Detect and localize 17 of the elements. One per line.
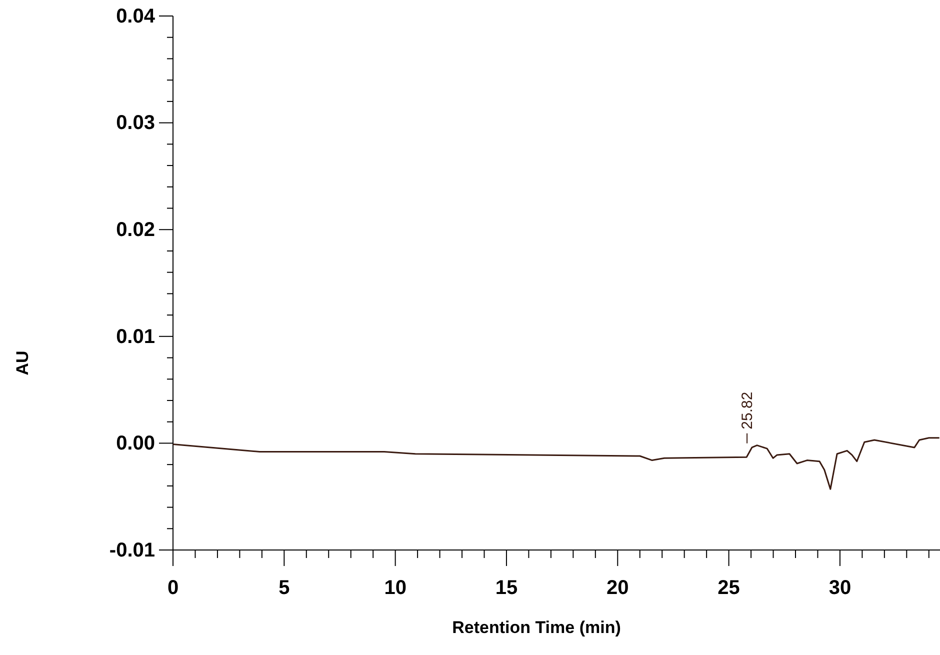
x-tick-label: 20: [606, 577, 629, 600]
y-tick-label: 0.03: [116, 112, 155, 134]
x-tick-label: 25: [718, 577, 740, 600]
x-tick-label: 10: [384, 577, 406, 600]
x-tick-label: 5: [278, 577, 290, 600]
y-tick-label: 0.02: [116, 219, 155, 241]
x-tick-label: 15: [495, 577, 518, 600]
annotation: 25.82: [739, 392, 756, 430]
y-axis-title: AU: [13, 350, 32, 376]
y-tick-label: 0.04: [116, 5, 156, 28]
x-tick-label: 0: [167, 577, 179, 600]
line-series: [172, 437, 940, 490]
y-tick-label: 0.01: [116, 326, 155, 348]
x-tick-label: 30: [828, 577, 852, 600]
y-tick-label: -0.01: [109, 539, 155, 562]
y-tick-label: 0.00: [116, 432, 155, 455]
x-axis-title: Retention Time (min): [452, 618, 621, 637]
